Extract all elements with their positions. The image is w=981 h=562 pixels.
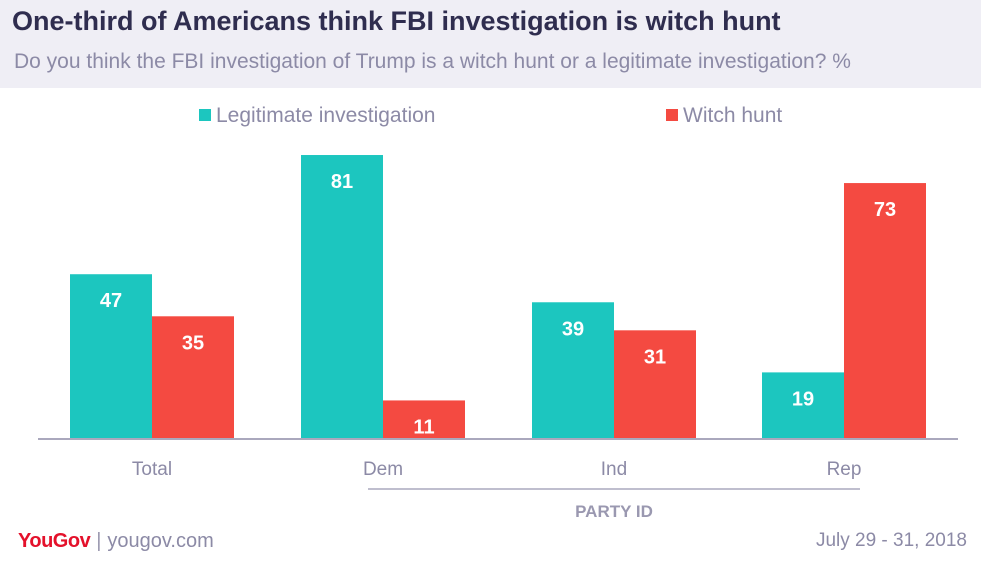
bar-dem-s1 xyxy=(301,155,383,439)
survey-date: July 29 - 31, 2018 xyxy=(815,530,967,551)
legend-label-1: Legitimate investigation xyxy=(216,104,435,127)
data-label-ind-s1: 39 xyxy=(562,318,584,340)
x-tick-label-total: Total xyxy=(132,459,172,480)
bar-ind-s2 xyxy=(614,330,696,439)
bar-ind-s1 xyxy=(532,302,614,439)
legend-swatch-2 xyxy=(666,109,678,121)
group-label: PARTY ID xyxy=(575,502,653,521)
bar-rep-s1 xyxy=(762,372,844,439)
data-label-dem-s2: 11 xyxy=(413,416,434,438)
data-label-rep-s1: 19 xyxy=(792,388,814,410)
data-label-total-s2: 35 xyxy=(182,332,204,354)
x-tick-label-rep: Rep xyxy=(827,459,862,480)
data-label-ind-s2: 31 xyxy=(644,346,666,368)
brand-separator: | xyxy=(96,530,102,552)
legend-label-2: Witch hunt xyxy=(683,104,782,127)
legend-swatch-1 xyxy=(199,109,211,121)
data-label-total-s1: 47 xyxy=(100,290,122,312)
bar-rep-s2 xyxy=(844,183,926,439)
x-tick-label-dem: Dem xyxy=(363,459,403,480)
header-band: One-third of Americans think FBI investi… xyxy=(0,0,981,88)
x-tick-label-ind: Ind xyxy=(601,459,627,480)
chart-title: One-third of Americans think FBI investi… xyxy=(12,6,781,36)
bar-total-s1 xyxy=(70,274,152,439)
footer-brand: YouGov | yougov.com xyxy=(18,530,214,553)
data-label-dem-s1: 81 xyxy=(331,171,353,193)
data-label-rep-s2: 73 xyxy=(874,199,896,221)
yougov-logo: YouGov xyxy=(18,530,91,552)
bar-dem-s2 xyxy=(383,400,465,439)
brand-site: yougov.com xyxy=(107,530,214,552)
bar-total-s2 xyxy=(152,316,234,439)
chart-subtitle: Do you think the FBI investigation of Tr… xyxy=(14,50,851,73)
